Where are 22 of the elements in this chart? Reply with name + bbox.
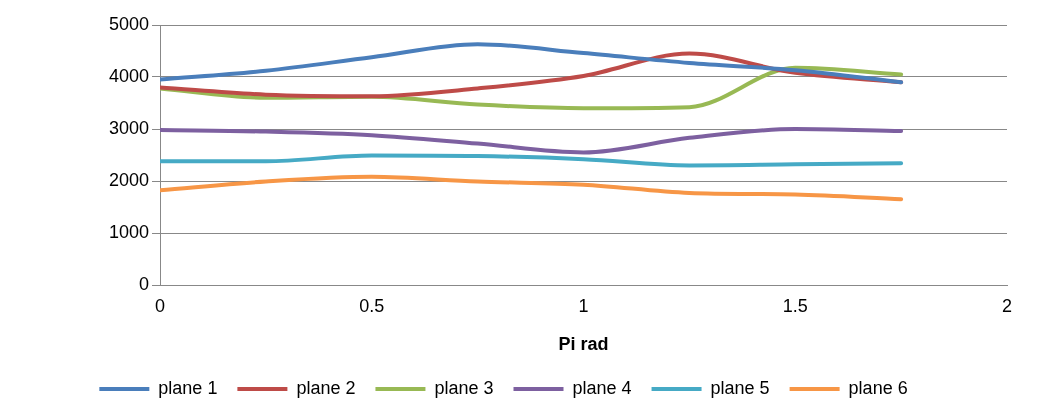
y-tick-label: 5000 <box>108 13 149 34</box>
legend-label: plane 1 <box>158 377 218 398</box>
line-series <box>160 174 904 202</box>
line-series <box>160 153 904 168</box>
y-tick-label: 1000 <box>108 221 149 242</box>
legend-label: plane 6 <box>848 377 908 398</box>
x-axis-title: Pi rad <box>558 334 609 355</box>
y-tick-label: 2000 <box>108 169 149 190</box>
legend-label: plane 2 <box>296 377 356 398</box>
line-series <box>160 42 904 85</box>
x-tick-label: 0 <box>154 295 166 316</box>
x-tick-label: 1 <box>578 295 589 316</box>
x-tick-label: 1.5 <box>782 295 808 316</box>
y-tick-label: 4000 <box>108 65 149 86</box>
y-tick-label: 0 <box>138 273 149 294</box>
line-series <box>160 127 904 155</box>
legend-label: plane 3 <box>434 377 494 398</box>
y-tick-label: 3000 <box>108 117 149 138</box>
x-tick-label: 0.5 <box>359 295 385 316</box>
legend-label: plane 5 <box>710 377 770 398</box>
legend-label: plane 4 <box>572 377 632 398</box>
x-tick-label: 2 <box>1001 295 1013 316</box>
